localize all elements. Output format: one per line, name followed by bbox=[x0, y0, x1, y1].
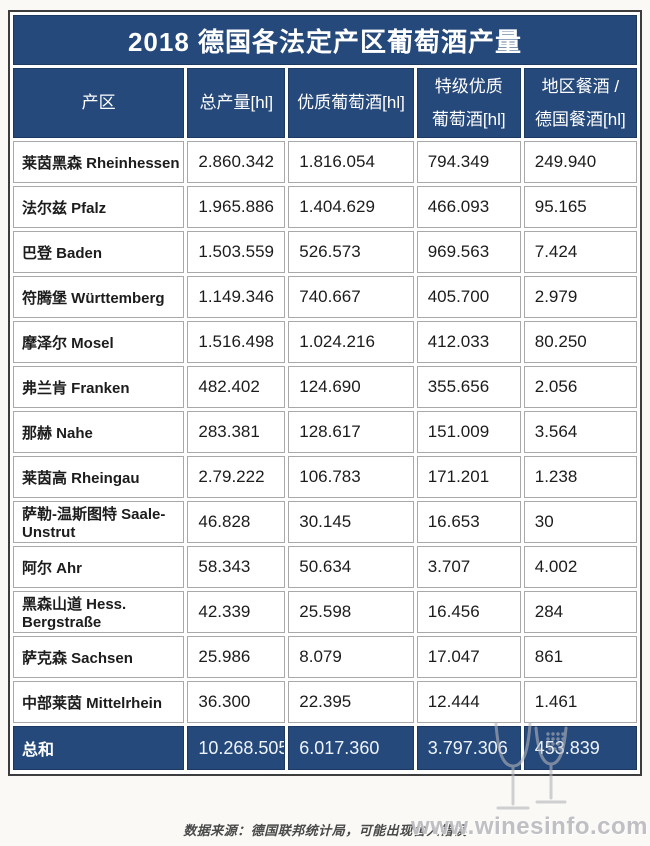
header-total-production: 总产量[hl] bbox=[187, 68, 286, 138]
value-cell: 2.860.342 bbox=[187, 141, 286, 183]
value-cell: 3.707 bbox=[416, 546, 521, 588]
table-row: 法尔兹 Pfalz 1.965.886 1.404.629 466.093 95… bbox=[13, 186, 637, 228]
region-cell: 法尔兹 Pfalz bbox=[13, 186, 185, 228]
value-cell: 284 bbox=[523, 591, 637, 633]
value-cell: 1.516.498 bbox=[187, 321, 286, 363]
value-cell: 80.250 bbox=[523, 321, 637, 363]
header-premium-quality-wine: 特级优质 葡萄酒[hl] bbox=[416, 68, 521, 138]
value-cell: 1.024.216 bbox=[288, 321, 414, 363]
region-cell: 阿尔 Ahr bbox=[13, 546, 185, 588]
header-table-wine: 地区餐酒 / 德国餐酒[hl] bbox=[523, 68, 637, 138]
value-cell: 58.343 bbox=[187, 546, 286, 588]
data-source-note: 数据来源：德国联邦统计局，可能出现舍入错误 bbox=[183, 823, 467, 838]
value-cell: 1.816.054 bbox=[288, 141, 414, 183]
value-cell: 2.979 bbox=[523, 276, 637, 318]
table-row: 摩泽尔 Mosel 1.516.498 1.024.216 412.033 80… bbox=[13, 321, 637, 363]
value-cell: 25.598 bbox=[288, 591, 414, 633]
value-cell: 969.563 bbox=[416, 231, 521, 273]
total-row: 总和 10.268.505 6.017.360 3.797.306 453.83… bbox=[13, 726, 637, 770]
header-row: 产区 总产量[hl] 优质葡萄酒[hl] 特级优质 葡萄酒[hl] 地区餐酒 /… bbox=[13, 68, 637, 138]
total-value-cell: 3.797.306 bbox=[416, 726, 521, 770]
value-cell: 30.145 bbox=[288, 501, 414, 543]
value-cell: 151.009 bbox=[416, 411, 521, 453]
region-cell: 弗兰肯 Franken bbox=[13, 366, 185, 408]
table-row: 莱茵黑森 Rheinhessen 2.860.342 1.816.054 794… bbox=[13, 141, 637, 183]
region-cell: 符腾堡 Württemberg bbox=[13, 276, 185, 318]
total-label-cell: 总和 bbox=[13, 726, 185, 770]
value-cell: 106.783 bbox=[288, 456, 414, 498]
table-row: 黑森山道 Hess. Bergstraße 42.339 25.598 16.4… bbox=[13, 591, 637, 633]
value-cell: 50.634 bbox=[288, 546, 414, 588]
value-cell: 1.404.629 bbox=[288, 186, 414, 228]
table-row: 弗兰肯 Franken 482.402 124.690 355.656 2.05… bbox=[13, 366, 637, 408]
watermark-url: www.winesinfo.com bbox=[411, 813, 648, 840]
value-cell: 1.461 bbox=[523, 681, 637, 723]
value-cell: 794.349 bbox=[416, 141, 521, 183]
value-cell: 355.656 bbox=[416, 366, 521, 408]
value-cell: 36.300 bbox=[187, 681, 286, 723]
value-cell: 405.700 bbox=[416, 276, 521, 318]
region-cell: 莱茵黑森 Rheinhessen bbox=[13, 141, 185, 183]
value-cell: 4.002 bbox=[523, 546, 637, 588]
value-cell: 283.381 bbox=[187, 411, 286, 453]
value-cell: 2.79.222 bbox=[187, 456, 286, 498]
header-quality-wine: 优质葡萄酒[hl] bbox=[288, 68, 414, 138]
value-cell: 128.617 bbox=[288, 411, 414, 453]
region-cell: 黑森山道 Hess. Bergstraße bbox=[13, 591, 185, 633]
wine-production-table-frame: 2018 德国各法定产区葡萄酒产量 产区 总产量[hl] 优质葡萄酒[hl] 特… bbox=[8, 10, 642, 776]
value-cell: 16.456 bbox=[416, 591, 521, 633]
table-row: 萨勒-温斯图特 Saale-Unstrut 46.828 30.145 16.6… bbox=[13, 501, 637, 543]
region-cell: 摩泽尔 Mosel bbox=[13, 321, 185, 363]
value-cell: 25.986 bbox=[187, 636, 286, 678]
value-cell: 3.564 bbox=[523, 411, 637, 453]
region-cell: 巴登 Baden bbox=[13, 231, 185, 273]
value-cell: 42.339 bbox=[187, 591, 286, 633]
table-title: 2018 德国各法定产区葡萄酒产量 bbox=[13, 15, 637, 65]
wine-production-table: 产区 总产量[hl] 优质葡萄酒[hl] 特级优质 葡萄酒[hl] 地区餐酒 /… bbox=[10, 65, 640, 773]
region-cell: 萨勒-温斯图特 Saale-Unstrut bbox=[13, 501, 185, 543]
value-cell: 30 bbox=[523, 501, 637, 543]
value-cell: 1.238 bbox=[523, 456, 637, 498]
total-value-cell: 10.268.505 bbox=[187, 726, 286, 770]
value-cell: 1.503.559 bbox=[187, 231, 286, 273]
table-row: 巴登 Baden 1.503.559 526.573 969.563 7.424 bbox=[13, 231, 637, 273]
value-cell: 22.395 bbox=[288, 681, 414, 723]
table-row: 莱茵高 Rheingau 2.79.222 106.783 171.201 1.… bbox=[13, 456, 637, 498]
value-cell: 124.690 bbox=[288, 366, 414, 408]
value-cell: 466.093 bbox=[416, 186, 521, 228]
region-cell: 中部莱茵 Mittelrhein bbox=[13, 681, 185, 723]
value-cell: 95.165 bbox=[523, 186, 637, 228]
value-cell: 1.965.886 bbox=[187, 186, 286, 228]
value-cell: 412.033 bbox=[416, 321, 521, 363]
value-cell: 8.079 bbox=[288, 636, 414, 678]
value-cell: 16.653 bbox=[416, 501, 521, 543]
value-cell: 249.940 bbox=[523, 141, 637, 183]
value-cell: 7.424 bbox=[523, 231, 637, 273]
region-cell: 萨克森 Sachsen bbox=[13, 636, 185, 678]
value-cell: 482.402 bbox=[187, 366, 286, 408]
value-cell: 17.047 bbox=[416, 636, 521, 678]
region-cell: 那赫 Nahe bbox=[13, 411, 185, 453]
total-value-cell: 6.017.360 bbox=[288, 726, 414, 770]
region-cell: 莱茵高 Rheingau bbox=[13, 456, 185, 498]
value-cell: 740.667 bbox=[288, 276, 414, 318]
value-cell: 1.149.346 bbox=[187, 276, 286, 318]
header-region: 产区 bbox=[13, 68, 185, 138]
table-row: 萨克森 Sachsen 25.986 8.079 17.047 861 bbox=[13, 636, 637, 678]
table-row: 那赫 Nahe 283.381 128.617 151.009 3.564 bbox=[13, 411, 637, 453]
table-row: 中部莱茵 Mittelrhein 36.300 22.395 12.444 1.… bbox=[13, 681, 637, 723]
value-cell: 861 bbox=[523, 636, 637, 678]
value-cell: 12.444 bbox=[416, 681, 521, 723]
value-cell: 171.201 bbox=[416, 456, 521, 498]
total-value-cell: 453.839 bbox=[523, 726, 637, 770]
table-row: 符腾堡 Württemberg 1.149.346 740.667 405.70… bbox=[13, 276, 637, 318]
table-row: 阿尔 Ahr 58.343 50.634 3.707 4.002 bbox=[13, 546, 637, 588]
value-cell: 2.056 bbox=[523, 366, 637, 408]
value-cell: 526.573 bbox=[288, 231, 414, 273]
value-cell: 46.828 bbox=[187, 501, 286, 543]
